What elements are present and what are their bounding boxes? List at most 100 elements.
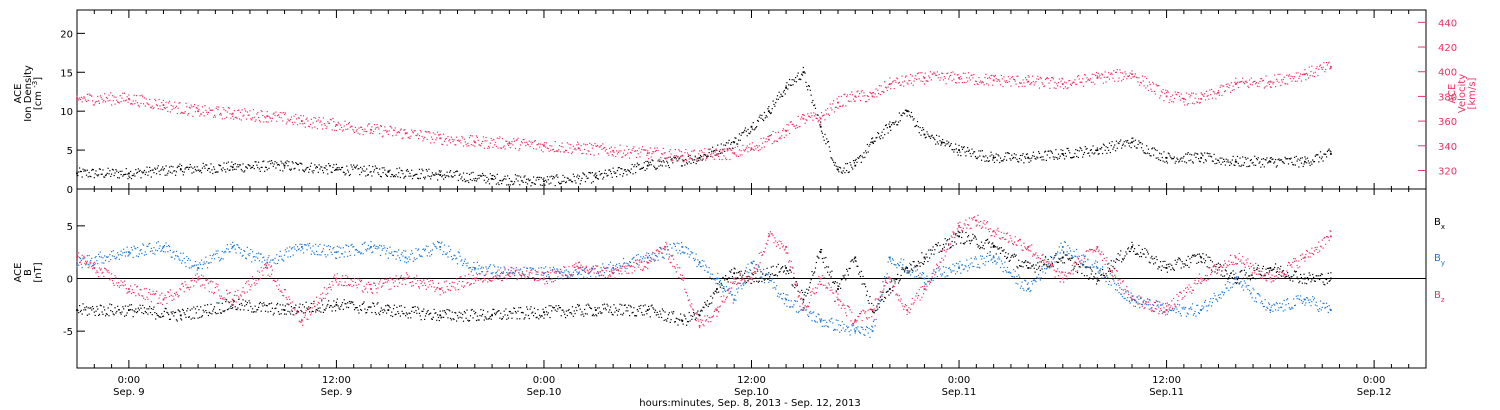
series-velocity-point — [430, 142, 432, 144]
series-velocity-point — [654, 150, 657, 152]
series-velocity-point — [680, 151, 683, 153]
series-ion-density-point — [889, 121, 891, 123]
series-velocity-point — [1033, 84, 1035, 86]
series-ion-density-point — [155, 173, 158, 175]
series-velocity-point — [85, 100, 88, 103]
series-by-point — [222, 258, 224, 260]
series-bx-point — [940, 250, 942, 252]
series-velocity-point — [149, 106, 152, 108]
series-ion-density-point — [793, 79, 795, 81]
series-ion-density-point — [1329, 150, 1331, 152]
series-velocity-point — [970, 74, 972, 76]
series-velocity-point — [717, 153, 719, 155]
series-bx-point — [199, 316, 201, 319]
series-ion-density-point — [598, 170, 600, 173]
series-bx-point — [639, 307, 641, 310]
series-bx-point — [360, 308, 362, 311]
series-ion-density-point — [757, 120, 760, 122]
series-bx-point — [280, 313, 282, 315]
series-by-point — [287, 256, 289, 258]
series-bx-point — [120, 313, 122, 315]
series-velocity-point — [605, 148, 607, 151]
series-ion-density-point — [1198, 160, 1201, 162]
series-velocity-point — [436, 131, 439, 133]
series-ion-density-point — [1031, 157, 1033, 159]
series-by-point — [264, 259, 266, 261]
series-velocity-point — [747, 151, 749, 153]
series-bx-point — [340, 305, 342, 308]
series-velocity-point — [212, 109, 214, 111]
series-velocity-point — [162, 99, 165, 102]
series-ion-density-point — [1053, 158, 1055, 160]
series-by-point — [436, 240, 439, 243]
series-bx-point — [844, 274, 846, 276]
series-bx-point — [413, 311, 415, 314]
series-bx-point — [457, 317, 459, 319]
series-bx-point — [571, 306, 574, 308]
series-velocity-point — [739, 154, 741, 156]
series-ion-density-point — [855, 158, 857, 161]
series-ion-density-point — [896, 124, 898, 126]
series-ion-density-point — [1227, 159, 1229, 161]
series-by-point — [127, 255, 129, 257]
series-velocity-point — [241, 109, 243, 111]
series-velocity-point — [173, 107, 175, 109]
series-bx-point — [804, 291, 806, 294]
series-ion-density-point — [786, 82, 788, 84]
series-velocity-point — [118, 102, 120, 104]
series-ion-density-point — [1320, 158, 1322, 160]
series-velocity-point — [982, 81, 984, 84]
series-bx-point — [1096, 280, 1098, 282]
series-velocity-point — [660, 156, 662, 159]
series-ion-density-point — [1211, 160, 1214, 162]
series-velocity-point — [769, 135, 771, 137]
series-ion-density-point — [866, 143, 868, 146]
series-ion-density-point — [443, 178, 445, 180]
series-bx-point — [1191, 256, 1193, 258]
series-ion-density-point — [528, 180, 530, 182]
series-ion-density-point — [563, 180, 565, 182]
series-bx-point — [707, 305, 709, 308]
series-velocity-point — [1049, 87, 1051, 89]
series-velocity-point — [853, 100, 856, 102]
series-velocity-point — [210, 109, 212, 111]
series-by-point — [278, 255, 280, 257]
series-ion-density-point — [778, 91, 780, 93]
series-ion-density-point — [1185, 153, 1187, 155]
series-velocity-point — [1123, 76, 1125, 78]
series-ion-density-point — [674, 156, 677, 158]
series-by-point — [335, 251, 338, 254]
series-bx-point — [1330, 272, 1332, 274]
series-velocity-point — [1131, 73, 1133, 76]
series-velocity-point — [1162, 88, 1164, 91]
series-velocity-point — [1308, 66, 1310, 68]
series-bx-point — [993, 244, 995, 247]
series-bx-point — [1131, 241, 1133, 243]
series-velocity-point — [1204, 93, 1206, 95]
series-velocity-point — [614, 147, 616, 149]
series-ion-density-point — [1165, 157, 1167, 159]
series-velocity-point — [226, 116, 228, 118]
series-velocity-point — [852, 94, 854, 96]
series-by-point — [243, 249, 245, 252]
series-bx-point — [179, 311, 181, 313]
series-by-point — [224, 250, 226, 252]
series-ion-density-point — [415, 173, 417, 175]
series-bx-point — [311, 310, 313, 312]
series-ion-density-point — [127, 172, 130, 175]
series-velocity-point — [1192, 92, 1194, 94]
series-ion-density-point — [689, 154, 691, 157]
series-ion-density-point — [958, 144, 960, 146]
series-velocity-point — [914, 77, 916, 80]
series-ion-density-point — [1300, 157, 1302, 159]
series-ion-density-point — [592, 181, 594, 183]
series-ion-density-point — [299, 162, 301, 164]
series-ion-density-point — [533, 183, 536, 185]
series-ion-density-point — [718, 150, 721, 152]
series-bx-point — [115, 312, 117, 314]
series-velocity-point — [1309, 75, 1311, 77]
series-velocity-point — [877, 89, 879, 91]
series-velocity-point — [129, 99, 131, 101]
series-bx-point — [436, 319, 438, 321]
series-velocity-point — [856, 91, 858, 93]
